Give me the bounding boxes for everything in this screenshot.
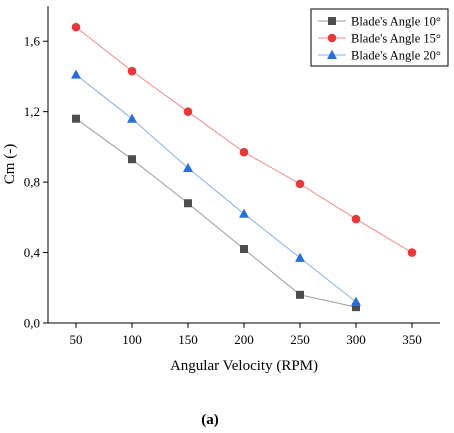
x-tick-label: 350 xyxy=(402,332,422,347)
series-line-blade-s-angle-20 xyxy=(75,74,357,303)
x-tick-label: 250 xyxy=(290,332,310,347)
legend-label-blade-s-angle-10: Blade's Angle 10° xyxy=(351,15,441,29)
data-point-blade-s-angle-15 xyxy=(295,179,305,189)
data-point-blade-s-angle-15 xyxy=(407,248,417,257)
y-tick-label: 1,2 xyxy=(24,104,40,119)
data-point-blade-s-angle-15 xyxy=(239,147,249,157)
data-point-blade-s-angle-10 xyxy=(72,114,80,123)
data-point-blade-s-angle-20 xyxy=(295,252,305,262)
data-point-blade-s-angle-20 xyxy=(351,296,361,306)
data-point-blade-s-angle-20 xyxy=(71,69,81,79)
series-line-blade-s-angle-10 xyxy=(75,118,357,308)
x-axis-title: Angular Velocity (RPM) xyxy=(170,358,318,374)
legend: Blade's Angle 10° Blade's Angle 15° Blade'… xyxy=(310,8,449,67)
x-tick-label: 200 xyxy=(234,332,254,347)
legend-marker-blade-s-angle-20 xyxy=(327,49,337,59)
x-tick-label: 50 xyxy=(70,332,83,347)
data-point-blade-s-angle-15 xyxy=(351,214,361,224)
data-point-blade-s-angle-10 xyxy=(352,303,360,312)
legend-marker-blade-s-angle-15 xyxy=(327,33,337,43)
y-ticks: 0,0 0,4 0,8 1,2 1,6 xyxy=(24,34,48,331)
legend-marker-blade-s-angle-10 xyxy=(328,17,336,25)
x-tick-label: 300 xyxy=(346,332,366,347)
data-point-blade-s-angle-20 xyxy=(127,113,137,123)
data-point-blade-s-angle-10 xyxy=(128,155,136,164)
y-tick-label: 1,6 xyxy=(24,34,41,49)
y-tick-label: 0,8 xyxy=(24,175,40,190)
y-tick-label: 0,0 xyxy=(24,316,40,331)
figure-caption: (a) xyxy=(201,412,219,428)
legend-label-blade-s-angle-15: Blade's Angle 15° xyxy=(351,32,441,46)
x-tick-label: 100 xyxy=(122,332,142,347)
data-point-blade-s-angle-15 xyxy=(127,66,137,76)
data-point-blade-s-angle-15 xyxy=(183,107,193,116)
data-point-blade-s-angle-10 xyxy=(184,199,192,208)
series-markers xyxy=(71,22,417,312)
series-lines xyxy=(75,26,413,308)
x-ticks: 50 100 150 200 250 300 350 xyxy=(70,323,422,347)
data-point-blade-s-angle-20 xyxy=(239,208,249,218)
y-axis-title: Cm (-) xyxy=(2,144,18,184)
y-tick-label: 0,4 xyxy=(24,245,41,260)
legend-label-blade-s-angle-20: Blade's Angle 20° xyxy=(351,49,441,63)
data-point-blade-s-angle-10 xyxy=(240,245,248,254)
x-tick-label: 150 xyxy=(178,332,198,347)
data-point-blade-s-angle-20 xyxy=(183,162,193,173)
data-point-blade-s-angle-10 xyxy=(296,290,304,299)
data-point-blade-s-angle-15 xyxy=(71,22,81,32)
